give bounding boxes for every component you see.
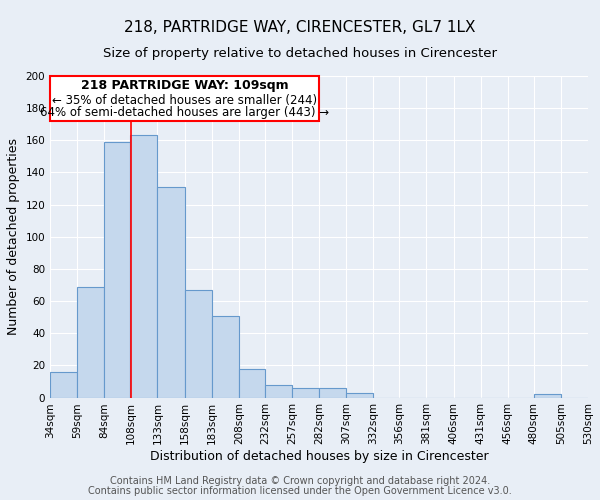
Text: 218 PARTRIDGE WAY: 109sqm: 218 PARTRIDGE WAY: 109sqm [81, 80, 289, 92]
Bar [50, 372, 77, 398]
X-axis label: Distribution of detached houses by size in Cirencester: Distribution of detached houses by size … [150, 450, 488, 463]
Bar [157, 187, 185, 398]
FancyBboxPatch shape [50, 76, 319, 121]
Text: 218, PARTRIDGE WAY, CIRENCESTER, GL7 1LX: 218, PARTRIDGE WAY, CIRENCESTER, GL7 1LX [124, 20, 476, 35]
Bar [104, 142, 130, 398]
Bar [239, 368, 265, 398]
Bar [185, 290, 212, 398]
Bar [212, 316, 239, 398]
Y-axis label: Number of detached properties: Number of detached properties [7, 138, 20, 335]
Text: Contains public sector information licensed under the Open Government Licence v3: Contains public sector information licen… [88, 486, 512, 496]
Bar [77, 286, 104, 398]
Bar [534, 394, 561, 398]
Text: 64% of semi-detached houses are larger (443) →: 64% of semi-detached houses are larger (… [40, 106, 329, 120]
Bar [130, 136, 157, 398]
Bar [292, 388, 319, 398]
Bar [265, 384, 292, 398]
Bar [319, 388, 346, 398]
Text: Contains HM Land Registry data © Crown copyright and database right 2024.: Contains HM Land Registry data © Crown c… [110, 476, 490, 486]
Text: Size of property relative to detached houses in Cirencester: Size of property relative to detached ho… [103, 48, 497, 60]
Text: ← 35% of detached houses are smaller (244): ← 35% of detached houses are smaller (24… [52, 94, 317, 107]
Bar [346, 392, 373, 398]
